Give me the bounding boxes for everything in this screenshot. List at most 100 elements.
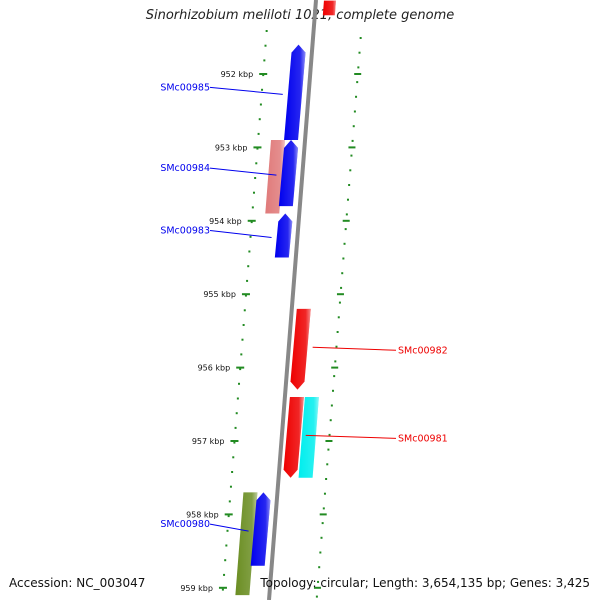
ring-dot-inner [241,338,244,341]
ring-dot-inner [236,397,239,400]
gene-smc00982[interactable] [290,308,311,390]
ring-dot-outer [336,331,339,333]
ring-dot-outer [341,272,344,275]
ring-dot-outer [340,286,343,289]
gene-leader-line [209,86,283,95]
feature-top-edge[interactable] [322,0,336,16]
kbp-tick-label: 953 kbp [215,143,248,152]
gene-smc00984[interactable] [278,140,299,207]
ring-dot-inner [262,74,265,77]
ring-dot-outer [356,81,359,84]
ring-dot-inner [259,103,262,106]
ring-dot-outer [359,37,362,39]
ring-dot-inner [234,426,237,429]
ring-dot-inner [256,147,259,150]
ring-dot-inner [243,309,246,312]
ring-dot-inner [257,132,260,135]
ring-dot-outer [352,125,355,128]
ring-dot-outer [317,580,320,583]
ring-dot-inner [238,382,241,385]
ring-dot-outer [358,51,361,54]
ring-dot-inner [250,221,253,224]
ring-dot-outer [355,95,358,98]
ring-dot-outer [337,316,340,319]
ring-dot-inner [246,279,249,282]
ring-dot-inner [229,485,232,488]
ring-dot-outer [344,228,347,231]
ring-dot-inner [231,471,234,473]
ring-dot-outer [320,536,323,539]
ring-dot-outer [332,389,335,392]
ring-dot-outer [322,507,325,510]
ring-dot-inner [247,265,250,268]
tick-layer: 952 kbp 953 kbp 954 kbp 955 kbp 956 kbp 957 k… [180,70,362,593]
ring-dot-inner [265,30,268,32]
gene-layer: SMc00985 SMc00984 SMc00983 SMc00982 SMc00981… [160,44,448,566]
ring-dot-inner [263,59,266,62]
ring-dot-outer [328,433,331,436]
ring-dot-outer [335,345,338,348]
gene-smc00981[interactable] [283,396,304,478]
gene-label[interactable]: SMc00985 [160,82,210,93]
kbp-tick-mark [224,513,233,516]
ring-dot-inner [226,529,229,532]
kbp-tick-label: 957 kbp [192,437,225,446]
gene-smc00983[interactable] [274,213,293,258]
gene-leader-line [209,229,272,238]
ring-dot-inner [252,191,255,194]
gene-label[interactable]: SMc00983 [160,225,210,236]
ring-dot-inner [239,368,242,371]
ring-dot-outer [318,566,321,569]
ring-dot-inner [235,412,238,415]
ring-dot-inner [261,88,264,91]
gene-label[interactable]: SMc00984 [160,163,210,174]
kbp-tick-label: 956 kbp [198,364,231,373]
kbp-tick-label: 952 kbp [221,70,254,79]
kbp-tick-label: 954 kbp [209,217,242,226]
feature-cds-reverse[interactable] [298,396,319,478]
ring-dot-outer [342,257,345,260]
kbp-tick-mark [253,146,262,149]
accession-text: Accession: NC_003047 [9,576,146,590]
genome-backbone [267,0,318,600]
kbp-tick-mark [247,219,256,222]
ring-dot-outer [315,595,318,598]
gene-smc00980[interactable] [250,492,271,566]
kbp-tick-mark-outer [354,73,362,75]
ring-dot-inner [223,573,226,576]
ring-dot-inner [249,235,252,238]
ring-dot-inner [248,250,251,253]
gene-leader-line [312,346,397,351]
ring-dot-inner [225,544,228,547]
kbp-tick-mark-outer [342,219,350,222]
gene-leader-line [209,523,249,532]
ring-dot-outer [326,463,329,466]
kbp-tick-mark [236,366,245,369]
kbp-tick-mark [241,293,250,296]
genome-title: Sinorhizobium meliloti 1021, complete ge… [145,8,455,23]
gene-smc00985[interactable] [284,44,306,141]
ring-dot-inner [221,588,224,591]
ring-dot-outer [351,139,354,142]
gene-label[interactable]: SMc00982 [398,345,448,356]
kbp-tick-label: 958 kbp [186,510,219,519]
kbp-tick-mark-outer [319,513,327,516]
kbp-tick-mark-outer [331,366,339,369]
ring-dot-inner [244,294,247,297]
ring-dot-outer [350,154,353,157]
kbp-tick-mark-outer [325,440,333,442]
ring-dot-inner [258,118,261,121]
genome-summary-text: Topology: circular; Length: 3,654,135 bp… [260,576,590,590]
ring-dot-outer [329,419,332,422]
feature-cds-forward[interactable] [235,492,258,596]
ring-dot-inner [232,456,235,459]
ring-dot-outer [346,198,349,201]
ring-dot-outer [333,375,336,378]
ring-dot-outer [334,360,337,363]
gene-label[interactable]: SMc00981 [398,433,448,444]
gene-label[interactable]: SMc00980 [160,519,210,530]
kbp-tick-mark [259,73,268,75]
ring-dot-outer [325,478,328,480]
ring-dot-inner [264,44,267,47]
ring-dot-outer [330,404,333,407]
